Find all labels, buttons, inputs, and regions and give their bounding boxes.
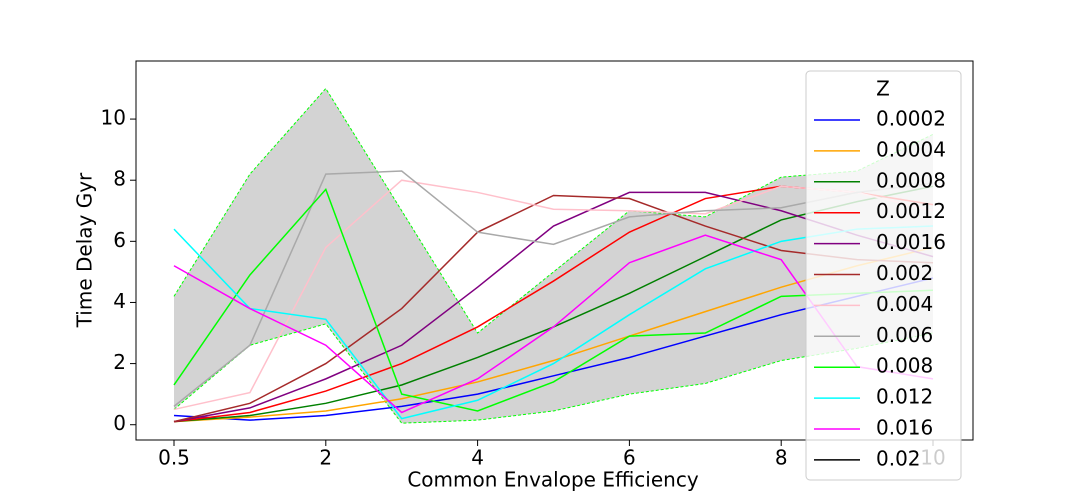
y-tick-label: 8	[113, 167, 126, 191]
y-tick-label: 0	[113, 411, 126, 435]
y-tick-label: 6	[113, 228, 126, 252]
x-tick-label: 8	[775, 446, 788, 470]
x-tick-label: 4	[471, 446, 484, 470]
x-tick-label: 0.5	[158, 446, 190, 470]
legend-label: 0.002	[876, 261, 933, 285]
y-tick-label: 4	[113, 289, 126, 313]
band-edge	[173, 87, 934, 334]
legend-title: Z	[876, 77, 890, 101]
y-tick-label: 10	[101, 106, 126, 130]
y-tick-label: 2	[113, 350, 126, 374]
x-tick-label: 6	[623, 446, 636, 470]
legend-label: 0.012	[876, 385, 933, 409]
legend-label: 0.008	[876, 354, 933, 378]
legend-box	[805, 70, 962, 481]
legend-label: 0.0002	[876, 107, 946, 131]
x-tick-label: 2	[319, 446, 332, 470]
legend-label: 0.006	[876, 323, 933, 347]
legend-label: 0.0016	[876, 230, 946, 254]
legend-label: 0.004	[876, 292, 933, 316]
band-edge	[173, 323, 934, 424]
legend-label: 0.016	[876, 416, 933, 440]
y-axis-label: Time Delay Gyr	[73, 172, 97, 328]
plot-frame	[135, 60, 974, 441]
legend-label: 0.0008	[876, 168, 946, 192]
legend-label: 0.02	[876, 446, 921, 470]
legend-label: 0.0012	[876, 199, 946, 223]
legend-label: 0.0004	[876, 137, 946, 161]
x-axis-label: Common Envalope Efficiency	[407, 468, 698, 492]
